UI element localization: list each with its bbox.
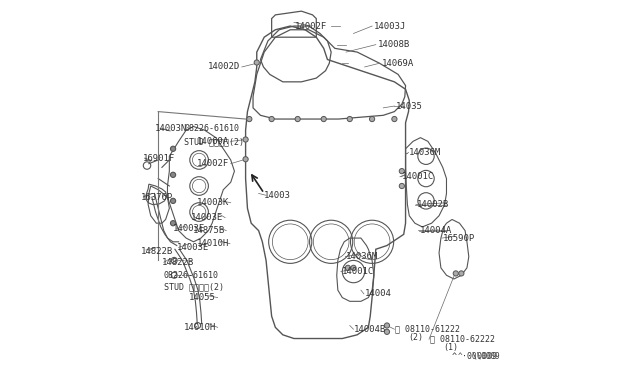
Circle shape xyxy=(170,146,175,151)
Circle shape xyxy=(269,116,275,122)
Circle shape xyxy=(453,271,458,276)
Text: Ⓑ 08110-62222: Ⓑ 08110-62222 xyxy=(429,335,495,344)
Text: 14010H: 14010H xyxy=(196,239,229,248)
Circle shape xyxy=(170,172,175,177)
Text: 08226-61610: 08226-61610 xyxy=(164,271,219,280)
Text: 14069A: 14069A xyxy=(381,59,413,68)
Circle shape xyxy=(385,329,390,334)
Text: 14002F: 14002F xyxy=(196,159,229,168)
Text: 14875B: 14875B xyxy=(193,226,225,235)
Text: 08226-61610: 08226-61610 xyxy=(184,124,239,133)
Text: 14004A: 14004A xyxy=(420,226,452,235)
Text: 14008B: 14008B xyxy=(378,40,410,49)
Circle shape xyxy=(254,60,259,65)
Circle shape xyxy=(392,116,397,122)
Circle shape xyxy=(399,183,404,189)
Text: 14004: 14004 xyxy=(365,289,392,298)
Text: ^ ·0\0009: ^ ·0\0009 xyxy=(458,352,499,361)
Text: 14003J: 14003J xyxy=(374,22,406,31)
Text: 14003K: 14003K xyxy=(196,198,229,207)
Circle shape xyxy=(346,265,351,270)
Text: 16901F: 16901F xyxy=(143,154,175,163)
Text: 14055: 14055 xyxy=(189,293,216,302)
Text: 14035: 14035 xyxy=(396,102,423,110)
Circle shape xyxy=(170,221,175,226)
Text: 16590P: 16590P xyxy=(443,234,475,243)
Text: 14822B: 14822B xyxy=(141,247,173,256)
Circle shape xyxy=(243,157,248,162)
Circle shape xyxy=(321,116,326,122)
Text: 14002D: 14002D xyxy=(208,62,240,71)
Circle shape xyxy=(295,116,300,122)
Text: 14001C: 14001C xyxy=(342,267,374,276)
Text: ^ ·0\0009: ^ ·0\0009 xyxy=(452,352,497,361)
Text: 14004B: 14004B xyxy=(354,325,387,334)
Text: 14069A: 14069A xyxy=(196,137,229,146)
Circle shape xyxy=(170,198,175,203)
Circle shape xyxy=(246,116,252,122)
Text: (1): (1) xyxy=(444,343,458,352)
Text: Ⓑ 08110-61222: Ⓑ 08110-61222 xyxy=(395,325,460,334)
Text: 14003E: 14003E xyxy=(191,213,223,222)
Text: 14002F: 14002F xyxy=(294,22,327,31)
Text: 14003: 14003 xyxy=(264,191,291,200)
Circle shape xyxy=(399,169,404,174)
Text: 14036M: 14036M xyxy=(346,252,378,261)
Circle shape xyxy=(459,271,464,276)
Circle shape xyxy=(369,116,374,122)
Circle shape xyxy=(347,116,353,122)
Text: 14003E: 14003E xyxy=(173,224,205,233)
Text: 14001C: 14001C xyxy=(402,172,434,181)
Text: 16376P: 16376P xyxy=(141,193,173,202)
Text: 14003E: 14003E xyxy=(177,243,209,252)
Text: STUD スタッド(2): STUD スタッド(2) xyxy=(164,283,224,292)
Text: 14036M: 14036M xyxy=(410,148,442,157)
Text: STUD スタッド(2): STUD スタッド(2) xyxy=(184,137,244,146)
Text: 14822B: 14822B xyxy=(162,258,194,267)
Text: 14010H: 14010H xyxy=(184,323,216,332)
Circle shape xyxy=(385,323,390,328)
Text: 14003N: 14003N xyxy=(154,124,187,133)
Text: 14002B: 14002B xyxy=(417,200,449,209)
Circle shape xyxy=(351,265,356,270)
Text: (2): (2) xyxy=(408,333,423,342)
Circle shape xyxy=(243,137,248,142)
